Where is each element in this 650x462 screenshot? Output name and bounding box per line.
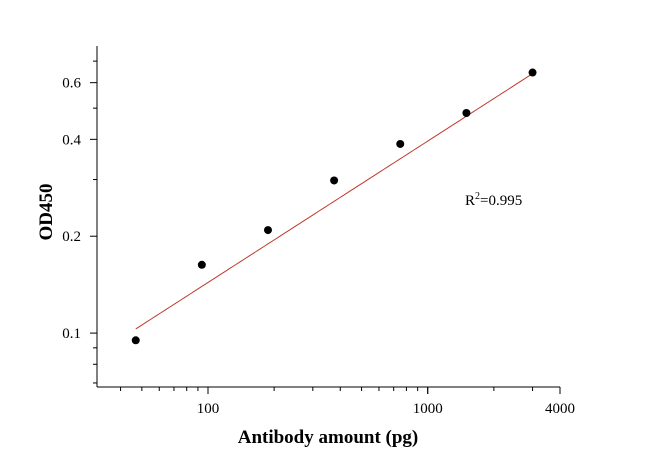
- data-point: [131, 336, 140, 345]
- y-ticks: 0.1 0.2 0.4 0.6: [62, 60, 97, 384]
- x-tick-label: 4000: [545, 401, 575, 417]
- data-point: [462, 108, 471, 117]
- r-squared-annotation: R2=0.995: [465, 191, 522, 209]
- r-squared-value: =0.995: [480, 193, 522, 209]
- x-axis-title: Antibody amount (pg): [238, 427, 419, 448]
- x-ticks: 100 1000 4000: [120, 387, 575, 417]
- data-point: [330, 176, 339, 185]
- y-axis-title: OD450: [36, 184, 57, 241]
- y-tick-label: 0.6: [62, 76, 81, 92]
- y-tick-label: 0.4: [62, 132, 81, 148]
- data-points: [131, 68, 537, 345]
- y-tick-label: 0.1: [62, 326, 81, 342]
- r-squared-base: R: [465, 193, 475, 209]
- x-tick-label: 1000: [413, 401, 443, 417]
- data-point: [263, 226, 272, 235]
- plot-area: 100 1000 4000 0.1 0.2 0.4 0.6: [62, 46, 575, 417]
- data-point: [528, 68, 537, 77]
- data-point: [396, 139, 405, 148]
- r-squared-superscript: 2: [475, 191, 480, 202]
- y-tick-label: 0.2: [62, 229, 81, 245]
- data-point: [197, 260, 206, 269]
- x-tick-label: 100: [197, 401, 220, 417]
